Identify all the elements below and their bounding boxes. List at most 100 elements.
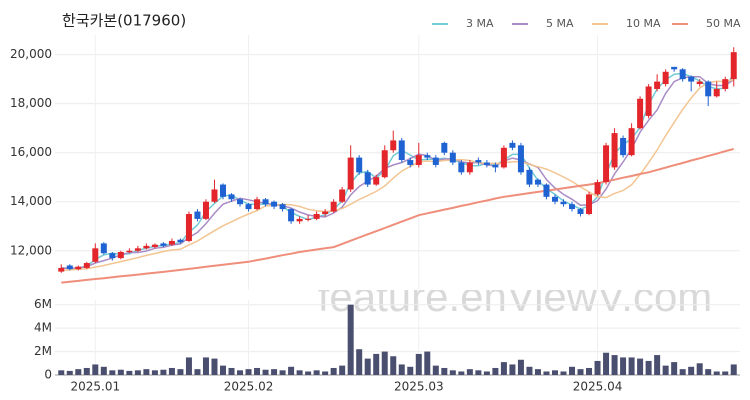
volume-bar bbox=[339, 365, 346, 375]
volume-bar bbox=[75, 369, 82, 375]
volume-bar bbox=[696, 363, 703, 375]
candle-body bbox=[509, 142, 516, 148]
volume-bar bbox=[117, 369, 124, 375]
volume-bar bbox=[126, 370, 133, 375]
volume-bar bbox=[458, 371, 465, 375]
volume-bar bbox=[654, 355, 661, 375]
volume-bar bbox=[569, 366, 576, 375]
volume-bar bbox=[534, 369, 541, 375]
volume-bar bbox=[58, 370, 65, 375]
volume-bar bbox=[143, 369, 150, 375]
candle-body bbox=[151, 244, 158, 248]
candle-body bbox=[271, 201, 278, 207]
volume-bar bbox=[415, 353, 422, 375]
ma-line bbox=[61, 148, 734, 284]
legend-label: 5 MA bbox=[546, 17, 574, 30]
volume-bar bbox=[373, 353, 380, 375]
candle-body bbox=[177, 239, 184, 243]
volume-tick-label: 2M bbox=[34, 344, 52, 358]
volume-bar bbox=[100, 366, 107, 375]
volume-bar bbox=[211, 358, 218, 375]
candle-body bbox=[603, 145, 610, 183]
candle-body bbox=[645, 86, 652, 116]
volume-bar bbox=[551, 370, 558, 375]
volume-bar bbox=[543, 371, 550, 375]
candle-body bbox=[483, 162, 490, 165]
candle-body bbox=[262, 199, 269, 205]
volume-bar bbox=[202, 357, 209, 375]
candle-body bbox=[713, 88, 720, 97]
candle-body bbox=[534, 179, 541, 185]
candle-body bbox=[611, 133, 618, 168]
volume-bar bbox=[322, 371, 329, 375]
volume-bar bbox=[398, 364, 405, 375]
candle-body bbox=[66, 265, 73, 270]
candle-body bbox=[185, 213, 192, 241]
volume-bar bbox=[466, 369, 473, 375]
volume-bar bbox=[237, 370, 244, 375]
candle-body bbox=[466, 162, 473, 173]
candle-body bbox=[296, 218, 303, 222]
candle-body bbox=[160, 243, 167, 246]
y-tick-label: 20,000 bbox=[10, 47, 52, 61]
candle-body bbox=[92, 248, 99, 262]
candle-body bbox=[458, 162, 465, 173]
volume-bar bbox=[577, 369, 584, 375]
volume-bar bbox=[705, 369, 712, 375]
candle-body bbox=[560, 201, 567, 205]
candle-body bbox=[730, 52, 737, 80]
volume-bar bbox=[637, 358, 644, 375]
volume-tick-label: 6M bbox=[34, 297, 52, 311]
volume-bar bbox=[645, 360, 652, 375]
candle-body bbox=[594, 182, 601, 195]
volume-bar bbox=[449, 370, 456, 375]
volume-bar bbox=[262, 369, 269, 375]
price-panel bbox=[55, 35, 740, 290]
candle-body bbox=[407, 160, 414, 165]
volume-bar bbox=[151, 370, 158, 375]
volume-bar bbox=[92, 364, 99, 375]
candle-body bbox=[219, 184, 226, 197]
volume-bar bbox=[628, 357, 635, 375]
volume-bar bbox=[483, 371, 490, 375]
candle-body bbox=[517, 145, 524, 173]
volume-bar bbox=[134, 370, 141, 375]
candle-body bbox=[441, 142, 448, 153]
candle-body bbox=[381, 150, 388, 178]
candle-body bbox=[475, 160, 482, 163]
candle-body bbox=[424, 155, 431, 158]
volume-bar bbox=[407, 366, 414, 375]
volume-bar bbox=[603, 352, 610, 375]
volume-bar bbox=[185, 357, 192, 375]
candle-body bbox=[279, 204, 286, 210]
legend-label: 10 MA bbox=[626, 17, 661, 30]
candle-body bbox=[415, 155, 422, 165]
candle-body bbox=[500, 147, 507, 168]
candle-body bbox=[569, 204, 576, 210]
volume-tick-label: 4M bbox=[34, 321, 52, 335]
candle-body bbox=[390, 140, 397, 151]
candle-body bbox=[705, 81, 712, 97]
candle-body bbox=[58, 267, 65, 272]
candle-body bbox=[305, 218, 312, 220]
candle-body bbox=[228, 194, 235, 200]
candle-body bbox=[688, 76, 695, 82]
candle-body bbox=[679, 69, 686, 80]
volume-tick-label: 0 bbox=[44, 368, 52, 382]
volume-bar bbox=[271, 369, 278, 375]
legend-label: 3 MA bbox=[466, 17, 494, 30]
candle-body bbox=[134, 248, 141, 251]
candle-body bbox=[722, 79, 729, 89]
candle-body bbox=[526, 169, 533, 185]
volume-bar bbox=[424, 351, 431, 375]
candle-body bbox=[339, 189, 346, 202]
candle-body bbox=[449, 152, 456, 163]
x-tick-label: 2025.03 bbox=[394, 380, 444, 394]
volume-bar bbox=[347, 304, 354, 375]
x-tick-label: 2025.01 bbox=[70, 380, 120, 394]
candle-body bbox=[288, 209, 295, 222]
volume-bar bbox=[228, 367, 235, 375]
candle-body bbox=[398, 140, 405, 161]
candle-body bbox=[586, 194, 593, 214]
